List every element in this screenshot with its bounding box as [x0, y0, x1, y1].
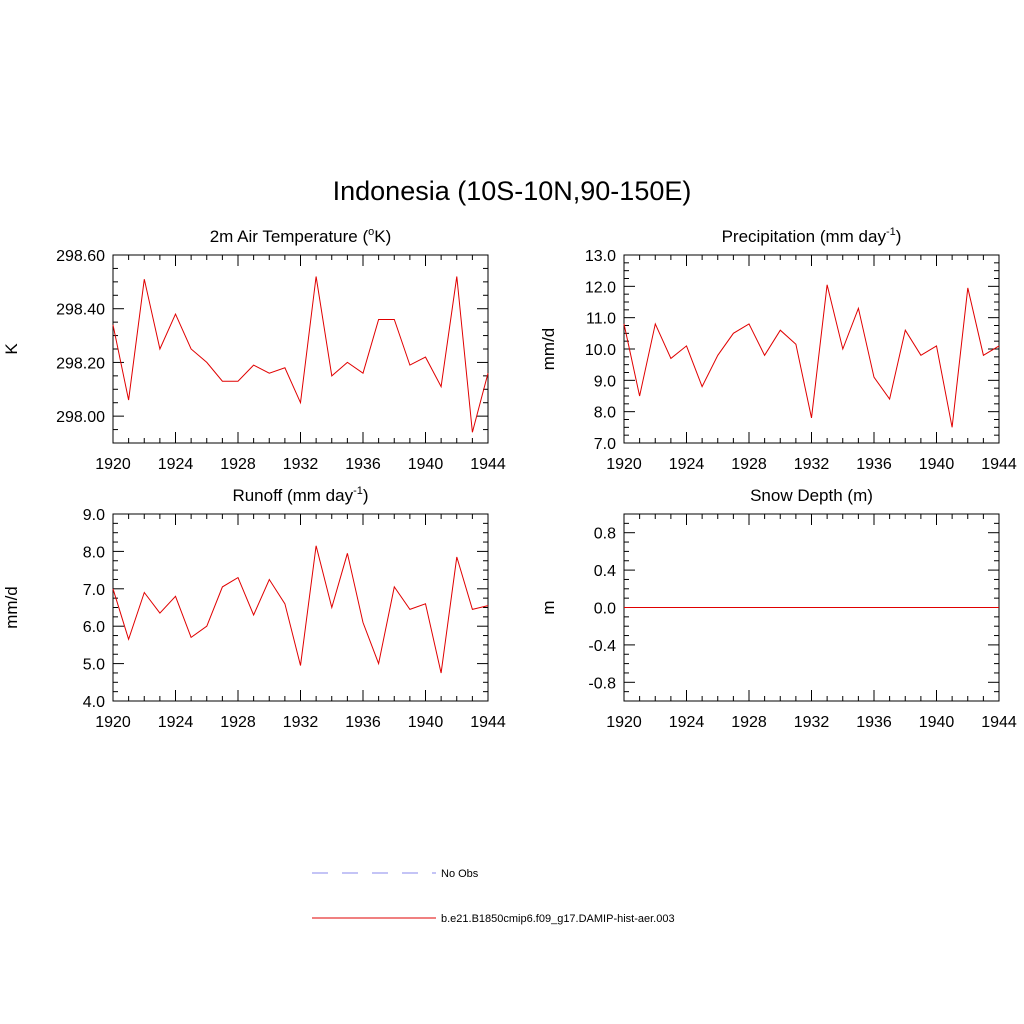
air-temp-title-rest: K) [374, 227, 391, 246]
air-temp-xtick-label: 1928 [220, 456, 256, 473]
runoff-ytick-label: 8.0 [83, 544, 105, 561]
legend-obs-label: No Obs [441, 868, 479, 880]
runoff-panel-title: Runoff (mm day-1) [232, 485, 368, 505]
precip-ytick-label: 13.0 [585, 248, 616, 265]
precip-ytick-label: 9.0 [594, 373, 616, 390]
precip-xtick-label: 1920 [606, 456, 642, 473]
runoff-xtick-label: 1932 [283, 714, 319, 731]
snow-depth-ytick-label: 0.4 [594, 563, 616, 580]
precip-ytick-label: 8.0 [594, 405, 616, 422]
runoff-xtick-label: 1944 [470, 714, 506, 731]
runoff-ytick-label: 9.0 [83, 507, 105, 524]
precip-ytick-label: 10.0 [585, 342, 616, 359]
air-temp-panel-title: 2m Air Temperature (oK) [210, 226, 392, 246]
snow-depth-ylabel: m [539, 600, 558, 614]
air-temp-plot-frame [112, 254, 489, 444]
precip-title-main: Precipitation (mm day [722, 227, 887, 246]
snow-depth-ytick-label: 0.0 [594, 601, 616, 618]
runoff-xtick-label: 1928 [220, 714, 256, 731]
panel-precipitation: 1920 1924 1928 1932 1936 1940 1944 7.0 8.0 9.0 10.… [539, 226, 1017, 473]
snow-depth-panel-title: Snow Depth (m) [750, 486, 873, 505]
runoff-ytick-label: 4.0 [83, 694, 105, 711]
runoff-ytick-label: 7.0 [83, 582, 105, 599]
runoff-title-rest: ) [363, 486, 369, 505]
snow-depth-ytick-label: -0.4 [588, 638, 616, 655]
precip-xtick-label: 1924 [669, 456, 705, 473]
panel-runoff: 1920 1924 1928 1932 1936 1940 1944 4.0 5.0 6.0 7.0… [2, 485, 506, 731]
snow-depth-title-main: Snow Depth (m) [750, 486, 873, 505]
precip-xtick-label: 1932 [794, 456, 830, 473]
precip-xtick-label: 1940 [919, 456, 955, 473]
air-temp-series-line [112, 276, 489, 433]
precip-xtick-label: 1928 [731, 456, 767, 473]
air-temp-xtick-label: 1920 [95, 456, 131, 473]
precip-title-rest: ) [896, 227, 902, 246]
precip-ytick-label: 12.0 [585, 279, 616, 296]
air-temp-title-main: 2m Air Temperature ( [210, 227, 369, 246]
precip-panel-title: Precipitation (mm day-1) [722, 226, 902, 246]
figure-title: Indonesia (10S-10N,90-150E) [333, 176, 692, 206]
air-temp-xtick-label: 1936 [345, 456, 381, 473]
runoff-title-main: Runoff (mm day [232, 486, 353, 505]
snow-depth-xtick-label: 1944 [981, 714, 1017, 731]
air-temp-ytick-label: 298.40 [56, 302, 105, 319]
air-temp-ytick-label: 298.00 [56, 409, 105, 426]
air-temp-ytick-label: 298.60 [56, 248, 105, 265]
air-temp-ylabel: K [2, 343, 21, 355]
snow-depth-ytick-label: -0.8 [588, 675, 616, 692]
precip-title-sup: -1 [886, 226, 896, 238]
runoff-plot-frame [112, 513, 489, 702]
snow-depth-xtick-label: 1920 [606, 714, 642, 731]
snow-depth-ytick-label: 0.8 [594, 526, 616, 543]
snow-depth-xtick-label: 1940 [919, 714, 955, 731]
air-temp-title-sup: o [368, 226, 374, 238]
runoff-ytick-label: 5.0 [83, 657, 105, 674]
precip-xtick-label: 1944 [981, 456, 1017, 473]
panel-air-temperature: 1920 1924 1928 1932 1936 1940 1944 298.00 298.20… [2, 226, 506, 473]
snow-depth-xtick-label: 1936 [856, 714, 892, 731]
legend: No Obs b.e21.B1850cmip6.f09_g17.DAMIP-hi… [312, 868, 675, 925]
air-temp-xtick-label: 1944 [470, 456, 506, 473]
precip-ytick-label: 11.0 [586, 311, 616, 328]
air-temp-xtick-label: 1924 [158, 456, 194, 473]
runoff-xtick-label: 1936 [345, 714, 381, 731]
runoff-ytick-label: 6.0 [83, 619, 105, 636]
precip-series-line [623, 284, 1000, 428]
precip-ytick-label: 7.0 [594, 436, 616, 453]
runoff-title-sup: -1 [353, 485, 363, 497]
snow-depth-xtick-label: 1928 [731, 714, 767, 731]
precip-xtick-label: 1936 [856, 456, 892, 473]
snow-depth-xtick-label: 1924 [669, 714, 705, 731]
legend-model-label: b.e21.B1850cmip6.f09_g17.DAMIP-hist-aer.… [441, 913, 675, 925]
runoff-xtick-label: 1924 [158, 714, 194, 731]
runoff-series-line [112, 545, 489, 674]
air-temp-xtick-label: 1940 [408, 456, 444, 473]
air-temp-xtick-label: 1932 [283, 456, 319, 473]
runoff-xtick-label: 1940 [408, 714, 444, 731]
runoff-xtick-label: 1920 [95, 714, 131, 731]
precip-ylabel: mm/d [539, 328, 558, 371]
snow-depth-xtick-label: 1932 [794, 714, 830, 731]
runoff-ylabel: mm/d [2, 586, 21, 629]
air-temp-ytick-label: 298.20 [56, 355, 105, 372]
panel-snow-depth: 1920 1924 1928 1932 1936 1940 1944 -0.8 -0.4 0.0 0… [539, 486, 1017, 731]
